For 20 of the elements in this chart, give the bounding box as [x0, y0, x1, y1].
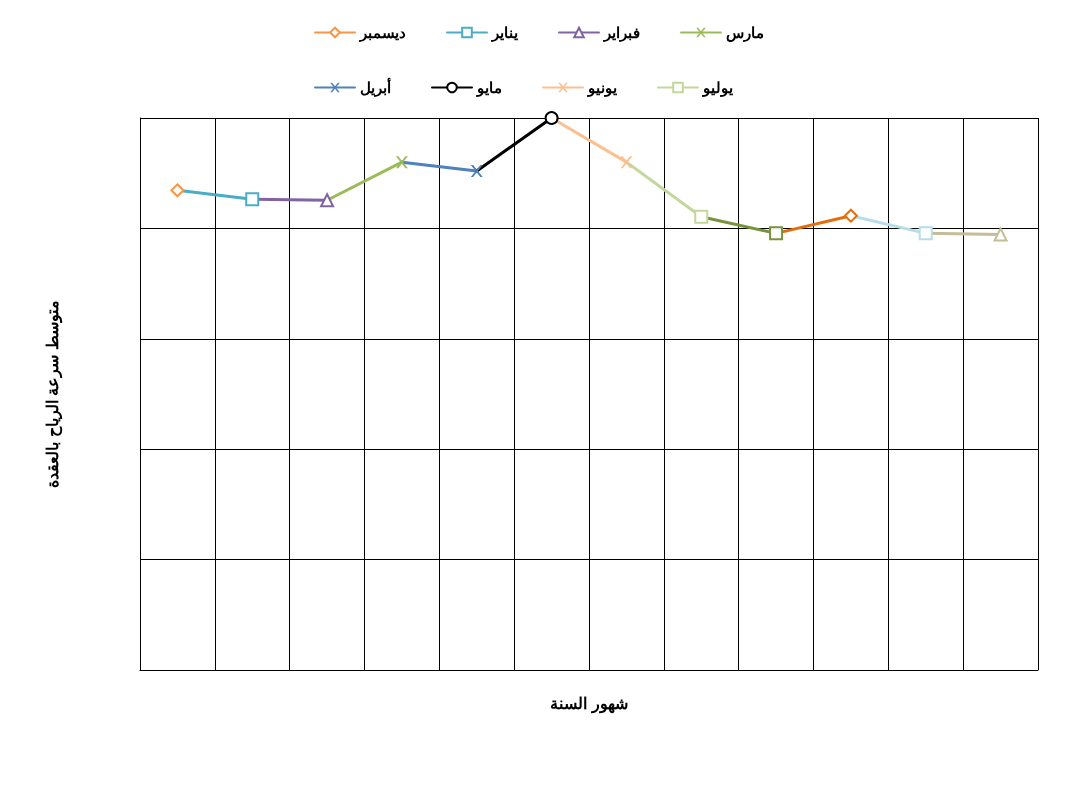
y-axis-title: متوسط سرعة الرياح بالعقدة [43, 300, 63, 488]
legend-label: فبراير [603, 24, 640, 42]
point [470, 164, 483, 177]
legend-label: مايو [476, 79, 502, 97]
legend-label: يناير [491, 24, 518, 42]
point [245, 192, 260, 207]
point [694, 209, 709, 224]
point [620, 156, 633, 169]
legend-label: يونيو [587, 79, 617, 97]
point [843, 208, 858, 223]
point [170, 183, 185, 198]
legend-label: ديسمبر [359, 24, 406, 42]
point [918, 226, 933, 241]
legend-label: مارس [726, 24, 764, 42]
point [769, 226, 784, 241]
x-axis-title: شهور السنة [550, 694, 628, 714]
legend-label: أبريل [360, 77, 391, 97]
point [544, 111, 559, 125]
legend-label: يوليو [702, 79, 733, 97]
point [395, 156, 408, 169]
